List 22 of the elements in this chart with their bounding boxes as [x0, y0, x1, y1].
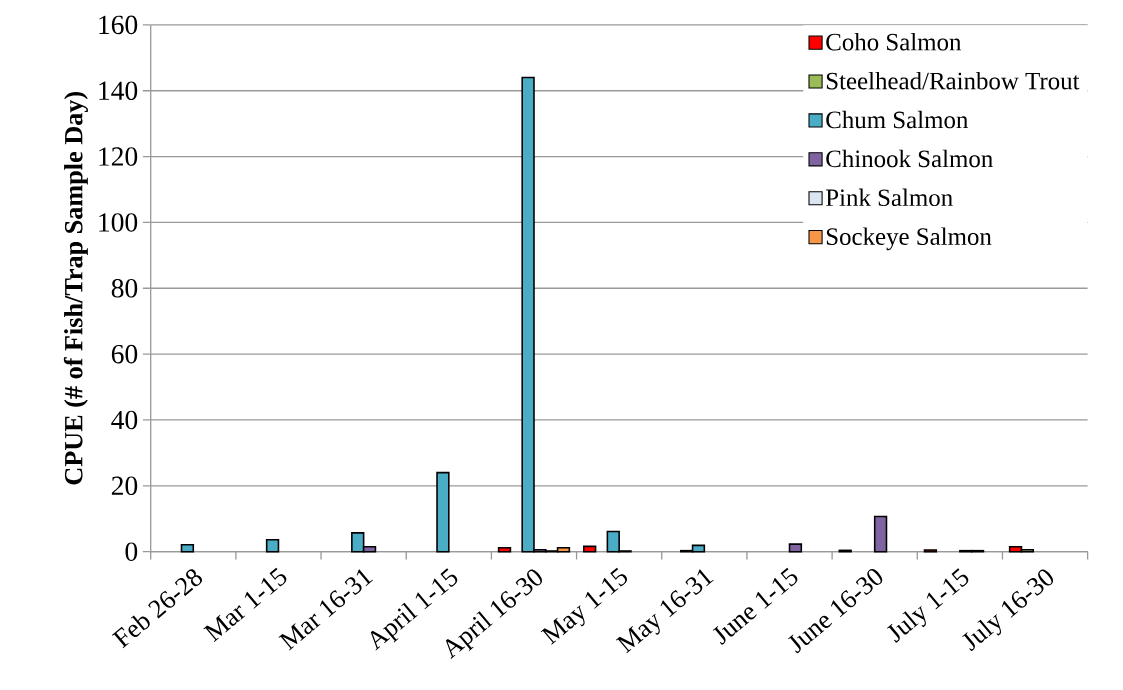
- bar: [180, 544, 195, 553]
- y-tick-label: 100: [99, 213, 138, 232]
- bar: [788, 543, 803, 553]
- legend-label: Chinook Salmon: [826, 149, 993, 168]
- bar: [265, 539, 280, 553]
- y-tick-label: 20: [111, 476, 138, 496]
- legend-label: Sockeye Salmon: [826, 227, 992, 251]
- y-tick-label: 0: [125, 542, 138, 561]
- y-tick-label: 140: [99, 81, 138, 101]
- bar: [497, 546, 512, 553]
- y-tick-label: 80: [111, 279, 138, 298]
- y-tick-label: 160: [99, 15, 138, 35]
- bar: [436, 471, 450, 553]
- y-axis-title: CPUE (# of Fish/Trap Sample Day): [63, 92, 88, 485]
- legend-label: Pink Salmon: [825, 188, 953, 207]
- legend-label: Chum Salmon: [826, 110, 969, 129]
- y-tick-label: 120: [99, 147, 138, 166]
- legend-label: Coho Salmon: [826, 33, 962, 51]
- legend-label: Steelhead/Rainbow Trout: [826, 71, 1080, 90]
- y-tick-label: 60: [111, 344, 138, 364]
- y-tick-label: 40: [111, 410, 138, 430]
- bar: [873, 515, 888, 553]
